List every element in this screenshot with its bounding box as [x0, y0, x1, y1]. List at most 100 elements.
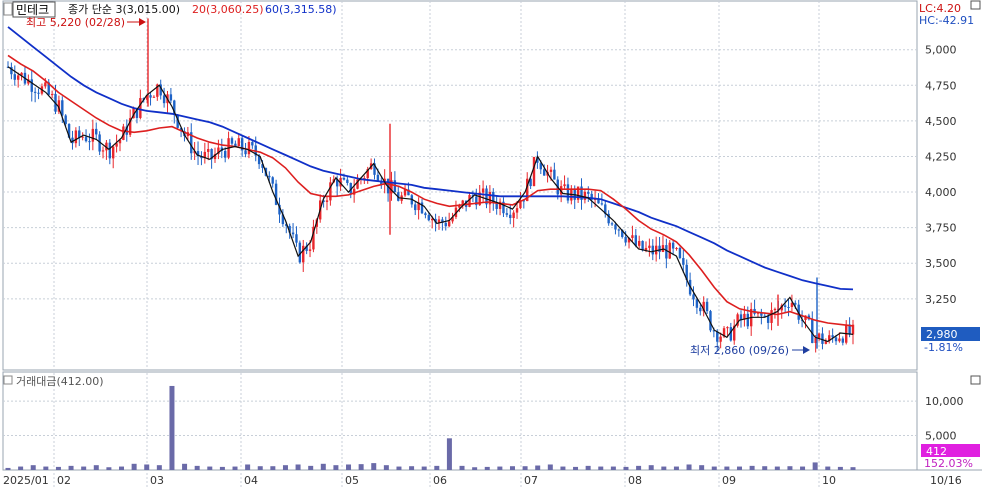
candle-body — [787, 306, 790, 308]
candle-body — [726, 327, 729, 329]
candle-body — [716, 331, 719, 342]
volume-panel-toggle-icon[interactable] — [3, 375, 13, 385]
candle-body — [481, 188, 485, 193]
volume-bar — [320, 463, 326, 470]
candle-body — [461, 200, 464, 205]
candle-body — [522, 200, 526, 202]
candle-body — [834, 337, 838, 342]
volume-title: 거래대금(412.00) — [16, 375, 104, 388]
volume-bar — [673, 466, 679, 470]
volume-bar — [156, 465, 162, 470]
x-tick-label: 09 — [722, 474, 736, 487]
candle-body — [417, 202, 420, 211]
candle-body — [207, 149, 210, 152]
volume-bar — [257, 466, 263, 470]
candle-body — [804, 315, 807, 320]
panel-close-icon[interactable] — [970, 375, 981, 385]
volume-bar — [358, 464, 364, 470]
candle-body — [661, 245, 665, 253]
y-tick-label: 3,250 — [925, 293, 957, 306]
candle-body — [20, 72, 23, 76]
last-price: 2,980 — [926, 328, 958, 341]
candle-body — [366, 169, 369, 179]
volume-bar — [699, 465, 705, 470]
candle-body — [251, 141, 254, 146]
candle-body — [542, 169, 546, 176]
candle-body — [770, 310, 773, 323]
ticker-box[interactable] — [12, 1, 56, 18]
candle-body — [634, 235, 638, 246]
candle-body — [559, 186, 563, 195]
candle-body — [478, 192, 481, 206]
legend-ma3: 종가 단순 3(3,015.00) — [68, 3, 180, 16]
candle-body — [733, 325, 736, 341]
volume-bar — [232, 466, 238, 470]
candle-body — [593, 199, 597, 201]
volume-bar — [245, 464, 251, 470]
volume-bar — [774, 466, 780, 470]
candle-body — [132, 108, 135, 119]
candle-body — [644, 247, 648, 251]
volume-bar — [383, 465, 389, 470]
volume-bar — [30, 465, 36, 470]
volume-bar — [800, 466, 806, 470]
last-volume-tag — [921, 444, 980, 457]
volume-bar — [535, 465, 541, 470]
candle-body — [437, 219, 441, 223]
candle-body — [373, 163, 376, 175]
candle-body — [729, 327, 733, 341]
candle-body — [695, 299, 699, 308]
candle-body — [529, 178, 532, 187]
candle-body — [74, 130, 78, 144]
candle-body — [91, 128, 95, 142]
candle-body — [308, 249, 312, 251]
volume-bar — [661, 466, 667, 470]
volume-bar — [282, 465, 288, 470]
volume-bar — [825, 466, 831, 470]
high-arrow — [139, 18, 146, 26]
last-volume: 412 — [926, 445, 947, 458]
panel-close-icon[interactable] — [970, 0, 981, 10]
candle-body — [780, 305, 783, 311]
candle-body — [237, 138, 240, 147]
volume-bar — [560, 466, 566, 470]
candle-body — [203, 151, 207, 159]
candle-body — [668, 242, 671, 259]
candle-body — [621, 229, 624, 237]
ma60-line — [7, 26, 854, 291]
candle-body — [692, 294, 695, 300]
candle-body — [322, 200, 325, 202]
candle-body — [722, 328, 726, 337]
candle-body — [519, 200, 522, 209]
candle-body — [607, 213, 610, 224]
volume-bar — [610, 466, 616, 470]
candle-body — [790, 302, 794, 307]
volume-bar — [585, 465, 591, 470]
candle-body — [475, 196, 478, 206]
ma20-line — [7, 54, 854, 327]
candle-body — [190, 132, 193, 154]
candle-body — [145, 95, 149, 100]
candle-body — [702, 301, 705, 312]
volume-bar — [182, 463, 188, 470]
candle-body — [115, 143, 118, 147]
candle-body — [101, 150, 105, 152]
candle-body — [16, 75, 20, 80]
candle-body — [33, 91, 37, 93]
candle-body — [240, 138, 244, 151]
candle-body — [824, 341, 828, 344]
candle-body — [773, 308, 777, 311]
candle-body — [434, 218, 437, 223]
candle-body — [427, 215, 431, 221]
candle-body — [37, 92, 40, 94]
candle-body — [838, 338, 841, 342]
volume-bar — [623, 466, 629, 470]
last-change: -1.81% — [924, 341, 963, 354]
candle-body — [342, 178, 346, 180]
volume-bar — [724, 466, 730, 470]
candle-body — [200, 156, 203, 159]
candle-body — [298, 242, 302, 263]
panel-toggle-icon[interactable] — [3, 2, 13, 16]
candle-body — [532, 156, 536, 187]
volume-y-tick-label: 10,000 — [925, 395, 964, 408]
